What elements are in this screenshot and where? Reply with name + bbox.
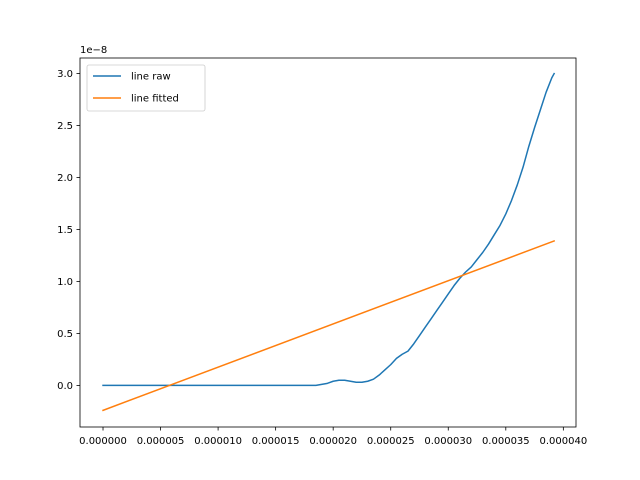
legend-label-1: line fitted	[131, 94, 179, 105]
x-tick-label: 0.000015	[252, 436, 300, 447]
y-tick-label: 1.5	[57, 225, 73, 236]
y-tick-label: 1.0	[57, 277, 73, 288]
x-tick-label: 0.000020	[309, 436, 357, 447]
series-line-1	[102, 239, 556, 412]
legend-label-0: line raw	[131, 72, 171, 83]
x-tick-label: 0.000000	[79, 436, 127, 447]
y-tick-label: 2.5	[57, 121, 73, 132]
x-tick-label: 0.000030	[424, 436, 472, 447]
y-tick-label: 0.5	[57, 329, 73, 340]
plot-area	[80, 58, 576, 427]
y-offset-label: 1e−8	[80, 45, 107, 56]
x-axis-ticks: 0.000000 0.000005 0.000010 0.000015 0.000020…	[79, 427, 587, 447]
x-tick-label: 0.000035	[482, 436, 530, 447]
axes-frame	[79, 57, 577, 428]
y-tick-label: 2.0	[57, 173, 73, 184]
axes-layer	[79, 57, 577, 428]
x-tick-label: 0.000040	[539, 436, 587, 447]
y-tick-label: 3.0	[57, 69, 73, 80]
y-tick-label: 0.0	[57, 381, 73, 392]
x-tick-label: 0.000025	[367, 436, 415, 447]
series-line-0	[102, 72, 556, 387]
y-axis-ticks: 0.0 0.5 1.0 1.5 2.0 2.5 3.0	[57, 69, 80, 392]
series-layer	[102, 72, 556, 412]
x-tick-label: 0.000005	[137, 436, 185, 447]
legend: line raw line fitted	[86, 64, 206, 112]
x-tick-label: 0.000010	[194, 436, 242, 447]
